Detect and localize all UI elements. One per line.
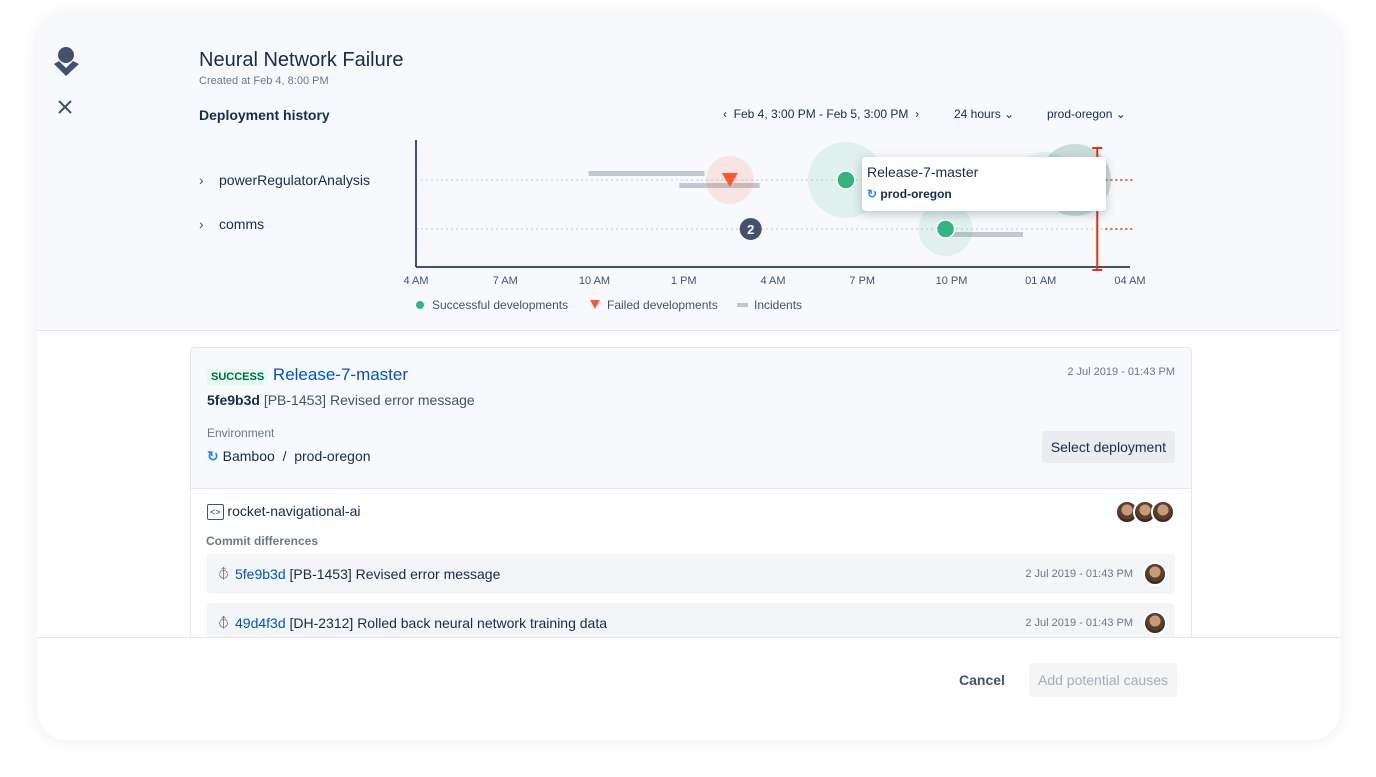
header-section: Neural Network Failure Created at Feb 4,… [37,15,1340,331]
avatar [1143,611,1167,635]
status-badge: SUCCESS [207,369,269,385]
x-tick-label: 4 AM [403,275,428,287]
date-range: Feb 4, 3:00 PM - Feb 5, 3:00 PM [733,107,909,121]
commit-icon: ⦽ [219,614,229,630]
commit-message: [PB-1453] Revised error message [289,566,501,582]
commit-icon: ⦽ [219,565,229,581]
legend-incidents: Incidents [754,298,802,312]
period-dropdown[interactable]: 24 hours ⌄ [954,107,1014,121]
chevron-down-icon: ⌄ [1115,107,1126,121]
x-tick-label: 01 AM [1025,275,1056,287]
commit-hash: 5fe9b3d [207,392,260,408]
x-tick-label: 1 PM [671,275,697,287]
legend-failed: Failed developments [607,298,718,312]
legend-incident-icon [737,303,748,307]
incident-bar [679,183,760,188]
commit-row: ⦽ 5fe9b3d [PB-1453] Revised error messag… [207,554,1175,594]
bamboo-icon: ↻ [207,448,219,464]
incident-dialog: Neural Network Failure Created at Feb 4,… [37,15,1340,740]
lane-label: powerRegulatorAnalysis [219,172,370,188]
incident-bar [588,171,705,176]
avatar [1143,562,1167,586]
lane-comms[interactable]: › comms [199,216,264,232]
success-deployment-point[interactable] [935,219,956,239]
section-title: Deployment history [199,107,330,123]
repo-name: rocket-navigational-ai [227,503,361,519]
tooltip-env: prod-oregon [880,187,952,201]
chevron-right-icon: › [199,216,204,232]
x-tick-label: 10 AM [579,275,610,287]
environment-label: Environment [207,426,275,440]
deployment-group[interactable] [739,218,762,240]
separator: / [282,448,287,464]
x-tick-label: 7 AM [493,275,518,287]
period-value: 24 hours [954,107,1001,121]
deployment-card: SUCCESS Release-7-master 2 Jul 2019 - 01… [190,347,1192,647]
commit-date: 2 Jul 2019 - 01:43 PM [1025,568,1133,580]
x-tick-label: 4 AM [760,275,785,287]
commit-date: 2 Jul 2019 - 01:43 PM [1025,617,1133,629]
close-icon[interactable] [57,99,73,115]
deployment-chart: 4 AM 7 AM 10 AM 1 PM 4 AM 7 PM 10 PM 01 AM 04 AM… [403,140,1146,312]
chevron-right-icon[interactable]: › [915,107,920,121]
cancel-button[interactable]: Cancel [959,672,1005,688]
avatar [1151,500,1175,524]
created-date: Created at Feb 4, 8:00 PM [199,75,329,87]
commit-message: [PB-1453] Revised error message [263,392,475,408]
tool-name: Bamboo [222,448,275,464]
incident-bar [945,232,1023,237]
add-potential-causes-button[interactable]: Add potential causes [1029,663,1177,697]
chevron-down-icon: ⌄ [1004,107,1015,121]
user-icon [54,47,79,76]
success-deployment-point[interactable] [836,170,856,190]
lane-label: comms [219,216,265,232]
dialog-footer: Cancel Add potential causes [37,637,1340,740]
code-icon: <> [207,504,224,521]
commit-message: [DH-2312] Rolled back neural network tra… [289,615,608,631]
chevron-left-icon[interactable]: ‹ [723,107,727,121]
select-deployment-button[interactable]: Select deployment [1041,431,1175,463]
tooltip-title: Release-7-master [867,164,979,180]
group-count[interactable]: 2 [747,222,754,237]
environment-dropdown[interactable]: prod-oregon ⌄ [1047,107,1126,121]
commit-hash-link[interactable]: 49d4f3d [235,615,286,631]
commit-hash-link[interactable]: 5fe9b3d [235,566,286,582]
deployment-date: 2 Jul 2019 - 01:43 PM [1067,366,1175,378]
avatar-group [1115,500,1175,524]
x-tick-label: 7 PM [849,275,875,287]
environment-name: prod-oregon [294,448,371,464]
commit-diff-label: Commit differences [206,534,319,548]
deployment-link[interactable]: Release-7-master [272,365,409,384]
bamboo-icon: ↻ [867,187,878,201]
tooltip: Release-7-master ↻ prod-oregon [862,157,1106,211]
commit-row: ⦽ 49d4f3d [DH-2312] Rolled back neural n… [207,603,1175,643]
legend-failed-icon [590,300,600,309]
lane-powerRegulatorAnalysis[interactable]: › powerRegulatorAnalysis [199,172,370,188]
legend-success-icon [416,301,424,309]
page-title: Neural Network Failure [199,49,404,71]
chevron-right-icon: › [199,172,204,188]
date-range-nav[interactable]: ‹ Feb 4, 3:00 PM - Feb 5, 3:00 PM › [723,107,919,121]
legend-success: Successful developments [432,298,568,312]
failed-deployment-point[interactable] [721,173,738,187]
x-tick-label: 04 AM [1114,275,1145,287]
environment-value: prod-oregon [1047,107,1113,121]
x-tick-label: 10 PM [936,275,968,287]
